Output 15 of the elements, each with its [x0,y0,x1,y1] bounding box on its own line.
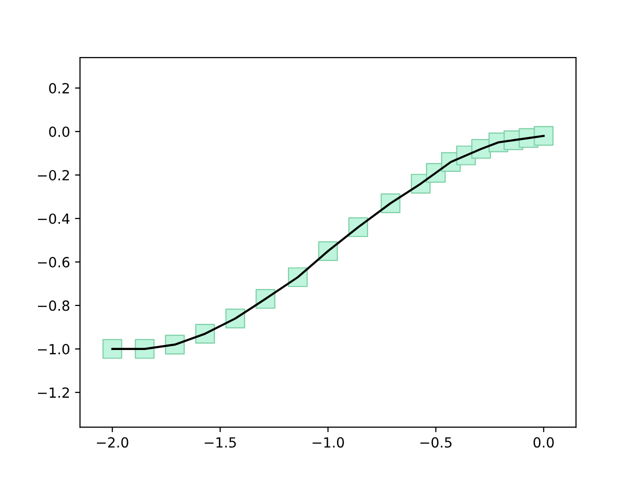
y-tick-label: −0.4 [38,213,70,224]
y-tick-label: −1.0 [38,344,70,354]
x-tick-label: 0.0 [534,437,554,448]
y-tick-label: 0.0 [49,126,70,137]
x-tick-label: −2.0 [96,437,128,448]
y-tick-label: −0.6 [38,256,70,268]
point [534,126,554,146]
point [102,339,122,359]
y-tick-label: 0.2 [49,83,69,94]
x-tick-label: −1.0 [312,437,344,448]
x-tick-label: −0.5 [420,437,452,448]
x-tick-label: −1.5 [204,437,236,448]
y-tick-label: −1.2 [38,387,69,398]
y-tick-label: −0.8 [38,300,70,311]
y-tick-label: −0.2 [38,170,69,180]
